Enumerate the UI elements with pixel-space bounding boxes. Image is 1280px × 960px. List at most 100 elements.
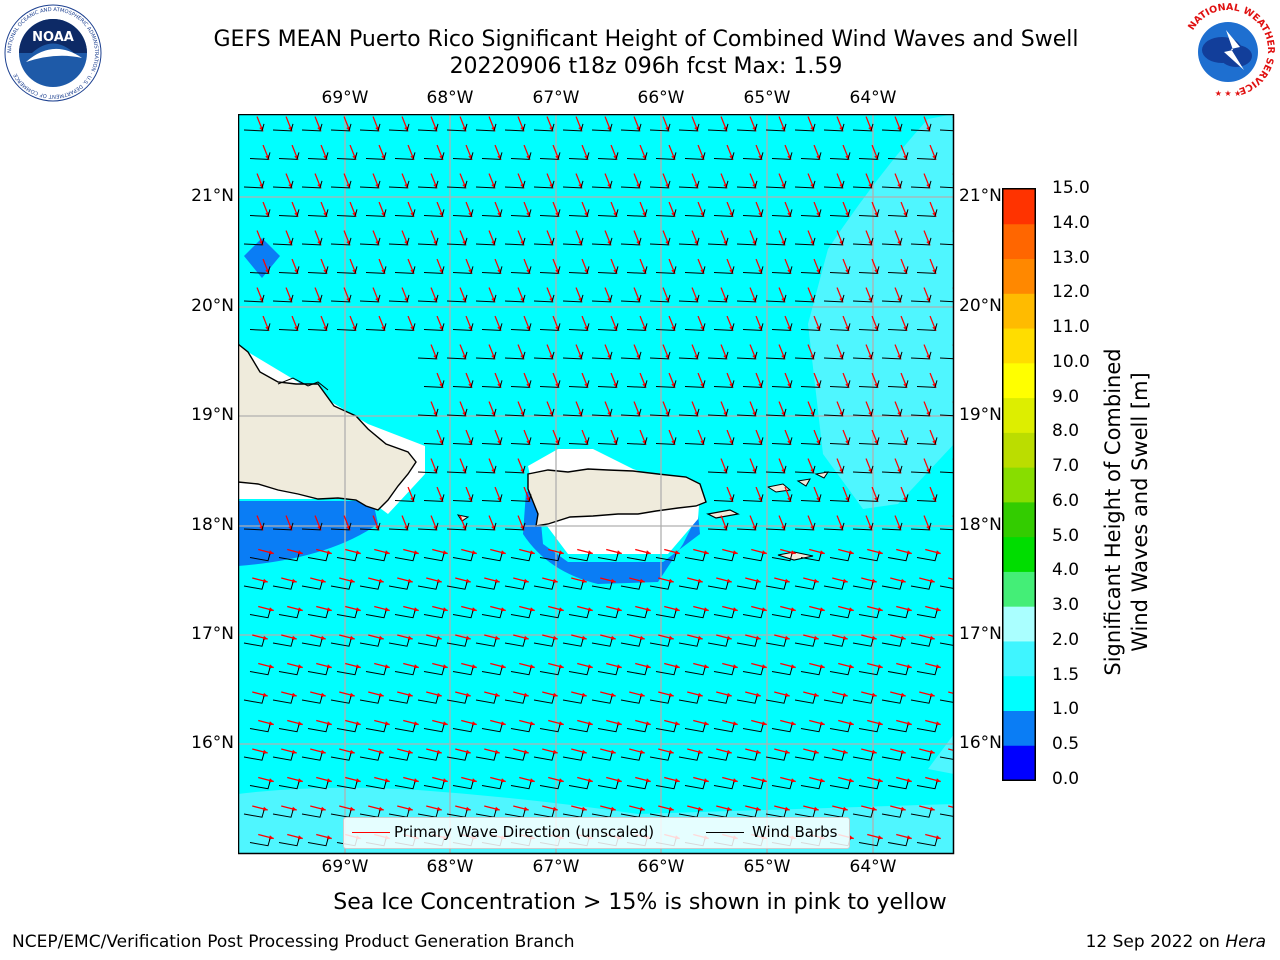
wind-barb <box>446 696 468 704</box>
wind-barb <box>452 209 474 217</box>
wave-direction-arrowhead <box>355 550 361 555</box>
wave-direction-arrowhead <box>587 550 593 555</box>
wave-direction-arrowhead <box>558 664 564 669</box>
wave-direction-arrowhead <box>587 664 593 669</box>
lon-label-top: 64°W <box>849 88 897 108</box>
wave-direction-arrowhead <box>900 692 906 697</box>
wind-barb <box>481 152 503 160</box>
wave-direction-arrowhead <box>848 778 854 783</box>
wind-barb <box>597 152 619 160</box>
colorbar-swatch <box>1003 745 1035 781</box>
wind-barb <box>249 667 271 676</box>
wave-direction-arrowhead <box>639 692 645 697</box>
wind-barb <box>394 323 416 331</box>
wind-barb <box>800 781 822 790</box>
wind-barb <box>765 465 787 474</box>
wind-barb <box>539 553 561 562</box>
wind-barb <box>394 610 416 619</box>
wind-barb <box>568 781 590 790</box>
wave-direction-arrowhead <box>616 721 622 726</box>
wind-barb <box>510 781 532 790</box>
colorbar-swatch <box>1003 571 1035 607</box>
wind-barb <box>510 380 532 388</box>
wind-barb <box>684 380 706 388</box>
wave-direction-arrowhead <box>848 835 854 840</box>
wind-barb <box>301 639 323 647</box>
colorbar-swatch <box>1003 536 1035 572</box>
colorbar-swatch <box>1003 258 1035 294</box>
wave-direction-arrowhead <box>529 664 535 669</box>
wind-barb <box>655 152 677 160</box>
wave-direction-arrowhead <box>523 749 529 754</box>
wind-barb <box>910 639 932 647</box>
wind-barb <box>794 582 816 590</box>
wind-barb <box>504 237 526 246</box>
wind-barb <box>794 294 816 303</box>
wind-barb <box>800 152 822 160</box>
wave-direction-arrowhead <box>697 635 703 640</box>
lat-label-right: 18°N <box>959 515 1002 535</box>
wind-barb <box>417 696 439 704</box>
wind-barb <box>626 437 648 445</box>
wind-barb <box>243 123 265 132</box>
wave-direction-arrowhead <box>291 749 297 754</box>
wave-direction-arrowhead <box>587 721 593 726</box>
wind-barb <box>736 753 758 761</box>
wind-barb <box>336 323 358 331</box>
wind-barb <box>591 696 613 704</box>
wave-direction-arrowhead <box>349 692 355 697</box>
wind-barb <box>504 582 526 590</box>
wave-direction-arrowhead <box>784 578 790 583</box>
wind-barb <box>365 266 387 274</box>
wind-barb <box>939 642 954 647</box>
wave-direction-arrowhead <box>848 721 854 726</box>
wind-barb <box>452 667 474 676</box>
land-hispaniola <box>238 343 417 511</box>
wave-direction-arrowhead <box>552 692 558 697</box>
wind-barb <box>359 522 381 531</box>
wind-barb <box>510 553 532 562</box>
wind-barb <box>655 781 677 790</box>
wind-barb <box>388 123 410 132</box>
legend-barb-swatch <box>706 832 744 833</box>
noaa-logo: NATIONAL OCEANIC AND ATMOSPHERIC ADMINIS… <box>4 4 102 102</box>
wind-barb <box>823 639 845 647</box>
wind-barb <box>881 351 903 360</box>
wind-barb <box>736 237 758 246</box>
wind-barb <box>887 152 909 160</box>
wave-direction-arrowhead <box>639 578 645 583</box>
wind-barb <box>620 639 642 647</box>
wind-barb <box>620 351 642 360</box>
wind-barb <box>272 237 294 246</box>
wave-direction-arrowhead <box>268 607 274 612</box>
wind-barb <box>481 667 503 676</box>
wind-barb <box>765 753 787 761</box>
colorbar-label: Significant Height of Combined Wind Wave… <box>1100 252 1154 772</box>
wind-barb <box>881 810 903 818</box>
wind-barb <box>336 152 358 160</box>
wave-direction-arrowhead <box>616 664 622 669</box>
wind-barb <box>417 237 439 246</box>
wave-direction-arrowhead <box>645 607 651 612</box>
wind-barb <box>568 323 590 331</box>
wave-direction-arrowhead <box>581 749 587 754</box>
wind-barb <box>829 553 851 562</box>
wave-direction-arrowhead <box>268 835 274 840</box>
wind-barb <box>684 667 706 676</box>
wind-barb <box>649 123 671 132</box>
wind-barb <box>423 209 445 217</box>
wind-barb <box>591 180 613 189</box>
wind-barb <box>829 323 851 331</box>
wind-barb <box>713 724 735 733</box>
wind-barb <box>655 380 677 388</box>
wind-barb <box>765 582 787 590</box>
colorbar-tick-label: 5.0 <box>1052 525 1080 546</box>
wave-direction-arrowhead <box>436 578 442 583</box>
wave-direction-arrowhead <box>465 806 471 811</box>
wave-direction-arrowhead <box>703 721 709 726</box>
wind-barb <box>423 781 445 790</box>
wave-direction-arrowhead <box>906 835 912 840</box>
wave-direction-arrowhead <box>871 635 877 640</box>
wind-barb <box>417 522 439 531</box>
wind-barb <box>829 266 851 274</box>
